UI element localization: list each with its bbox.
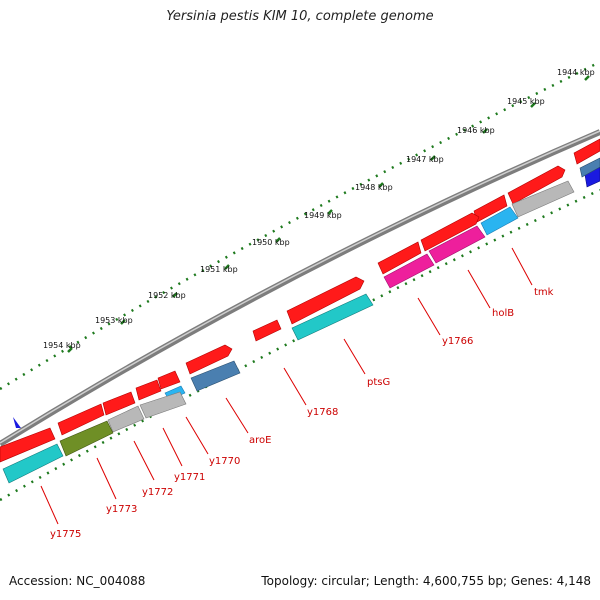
gene-reverse-magenta-1 (428, 225, 486, 264)
gene-label-y1771: y1771 (174, 472, 205, 483)
gene-reverse-magenta-2 (383, 253, 435, 289)
kbp-major-ticks (67, 75, 590, 353)
blue-arrowhead-icon (13, 417, 21, 428)
gene-reverse-olive-y1773 (59, 420, 114, 457)
gene-forward (573, 138, 600, 165)
kbp-label-1948: 1948 kbp (355, 183, 393, 192)
kbp-label-1944: 1944 kbp (557, 68, 595, 77)
gene-label-tmk: tmk (534, 287, 554, 298)
genome-backbone (0, 129, 600, 447)
topology-text: Topology: circular; Length: 4,600,755 bp… (261, 574, 591, 588)
kbp-label-1951: 1951 kbp (200, 265, 238, 274)
gene-forward-y1775 (0, 427, 56, 463)
gene-label-y1768: y1768 (307, 407, 338, 418)
kbp-label-1950: 1950 kbp (252, 238, 290, 247)
forward-strand-genes (0, 138, 600, 463)
gene-forward (377, 241, 422, 275)
kbp-dotted-ring (0, 60, 600, 391)
gene-forward-tmk (507, 165, 566, 205)
kbp-label-1954: 1954 kbp (43, 341, 81, 350)
accession-text: Accession: NC_004088 (9, 574, 146, 588)
gene-reverse-grey-y1771 (139, 391, 187, 419)
gene-label-y1775: y1775 (50, 529, 81, 540)
gene-forward-y1771 (135, 379, 162, 401)
gene-reverse-steel-aroE (190, 360, 241, 392)
kbp-label-1946: 1946 kbp (457, 126, 495, 135)
gene-reverse-skyblue (480, 206, 519, 236)
kbp-label-1953: 1953 kbp (95, 316, 133, 325)
gene-forward-y1772 (102, 391, 136, 416)
gene-label-y1773: y1773 (106, 504, 137, 515)
gene-reverse-grey-y1772 (107, 405, 145, 433)
map-title: Yersinia pestis KIM 10, complete genome (166, 9, 434, 24)
gene-forward-y1768 (252, 319, 282, 342)
gene-label-y1766: y1766 (442, 336, 473, 347)
gene-reverse-cyan-ptsG (291, 293, 374, 341)
gene-forward-y1773 (57, 403, 105, 436)
gene-label-y1772: y1772 (142, 487, 173, 498)
gene-label-holB: holB (492, 308, 514, 319)
gene-forward-ptsG (286, 276, 365, 325)
kbp-label-1947: 1947 kbp (406, 155, 444, 164)
reverse-strand-genes (2, 157, 600, 484)
gene-reverse-steel (579, 157, 600, 178)
gene-label-aroE: aroE (249, 435, 271, 446)
genome-backbone-highlight (0, 130, 600, 444)
kbp-label-1945: 1945 kbp (507, 97, 545, 106)
gene-reverse-grey (511, 180, 575, 218)
gene-forward-y1770 (157, 370, 181, 390)
gene-label-y1770: y1770 (209, 456, 240, 467)
gene-labels: tmk holB y1766 ptsG y1768 aroE y1770 y17… (50, 287, 554, 540)
gene-leader-lines (40, 247, 533, 525)
kbp-labels: 1944 kbp 1945 kbp 1946 kbp 1947 kbp 1948… (43, 68, 595, 350)
kbp-label-1952: 1952 kbp (148, 291, 186, 300)
kbp-label-1949: 1949 kbp (304, 211, 342, 220)
gene-reverse-cyan-y1775 (2, 443, 64, 484)
gene-label-ptsG: ptsG (367, 377, 390, 388)
gene-forward-aroE (185, 344, 233, 375)
gene-forward-y1766 (420, 212, 480, 252)
inner-dotted-ring (0, 188, 600, 502)
